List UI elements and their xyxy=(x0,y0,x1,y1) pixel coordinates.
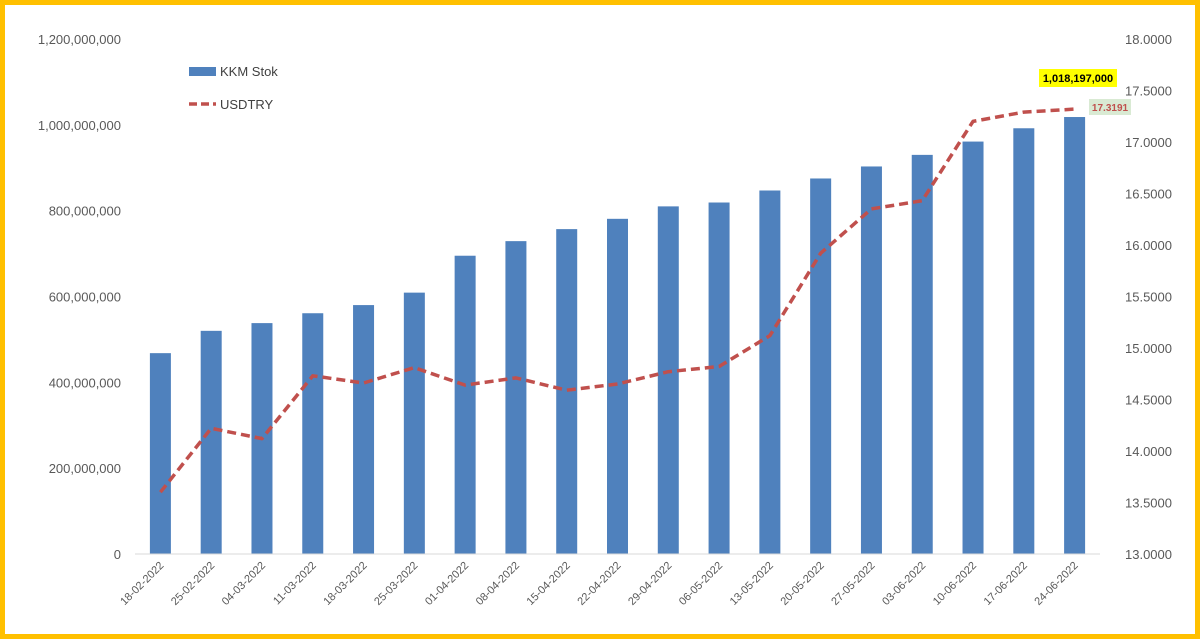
right-tick-label: 14.0000 xyxy=(1125,444,1172,459)
x-tick-label: 29-04-2022 xyxy=(626,560,674,608)
legend-swatch-kkm-stok xyxy=(189,67,216,76)
bar xyxy=(860,166,882,554)
x-tick-label: 01-04-2022 xyxy=(423,560,471,608)
kkm-stok-bars xyxy=(149,117,1086,554)
x-tick-label: 15-04-2022 xyxy=(525,560,573,608)
bar xyxy=(759,190,781,554)
x-tick-label: 18-02-2022 xyxy=(118,560,166,608)
bar xyxy=(708,202,730,554)
callout-line-bg xyxy=(1089,99,1131,115)
left-axis: 0 200,000,000 400,000,000 600,000,000 800,00… xyxy=(38,32,121,562)
x-tick-label: 20-05-2022 xyxy=(778,560,826,608)
x-tick-label: 11-03-2022 xyxy=(271,560,319,608)
bar xyxy=(403,292,425,554)
left-tick-label: 1,200,000,000 xyxy=(38,32,121,47)
right-tick-label: 13.5000 xyxy=(1125,496,1172,511)
right-tick-label: 18.0000 xyxy=(1125,32,1172,47)
left-tick-label: 800,000,000 xyxy=(49,204,121,219)
x-tick-label: 03-06-2022 xyxy=(880,560,928,608)
right-tick-label: 16.5000 xyxy=(1125,187,1172,202)
left-tick-label: 200,000,000 xyxy=(49,461,121,476)
right-tick-label: 17.0000 xyxy=(1125,135,1172,150)
legend-label-kkm-stok: KKM Stok xyxy=(220,64,278,79)
left-tick-label: 600,000,000 xyxy=(49,290,121,305)
callout-line-last: 17.3191 xyxy=(1089,99,1131,115)
bar xyxy=(505,241,527,554)
x-tick-label: 13-05-2022 xyxy=(728,560,776,608)
right-tick-label: 15.5000 xyxy=(1125,290,1172,305)
x-tick-label: 10-06-2022 xyxy=(931,560,979,608)
left-tick-label: 400,000,000 xyxy=(49,375,121,390)
x-tick-label: 25-03-2022 xyxy=(372,560,420,608)
x-tick-label: 08-04-2022 xyxy=(474,560,522,608)
right-tick-label: 17.5000 xyxy=(1125,84,1172,99)
x-tick-label: 17-06-2022 xyxy=(982,560,1030,608)
bar xyxy=(1013,128,1035,554)
x-tick-label: 25-02-2022 xyxy=(169,560,217,608)
usdtry-line xyxy=(159,107,1075,494)
right-axis: 13.0000 13.5000 14.0000 14.5000 15.0000 15.50… xyxy=(1125,32,1172,562)
legend: KKM Stok USDTRY xyxy=(189,64,278,112)
bar xyxy=(302,313,324,554)
bar xyxy=(1064,117,1086,554)
bar xyxy=(454,255,476,554)
left-tick-label: 1,000,000,000 xyxy=(38,118,121,133)
bar xyxy=(607,218,628,554)
x-tick-label: 22-04-2022 xyxy=(575,560,623,608)
bar xyxy=(200,330,222,554)
bar xyxy=(149,353,171,554)
bar xyxy=(657,206,679,554)
bar xyxy=(911,154,933,554)
left-tick-label: 0 xyxy=(114,547,121,562)
callout-bar-bg xyxy=(1039,69,1117,87)
right-tick-label: 13.0000 xyxy=(1125,547,1172,562)
x-tick-label: 06-05-2022 xyxy=(677,560,725,608)
chart: 0 200,000,000 400,000,000 600,000,000 800,00… xyxy=(38,32,1172,608)
x-tick-label: 18-03-2022 xyxy=(321,560,369,608)
callout-bar-value: 1,018,197,000 xyxy=(1043,73,1113,85)
x-axis: 18-02-2022 25-02-2022 04-03-2022 11-03-2022… xyxy=(118,560,1080,608)
right-tick-label: 14.5000 xyxy=(1125,393,1172,408)
bar xyxy=(556,229,578,554)
bar xyxy=(810,178,832,554)
bar xyxy=(962,141,984,554)
x-tick-label: 24-06-2022 xyxy=(1032,560,1080,608)
x-tick-label: 04-03-2022 xyxy=(220,560,268,608)
right-tick-label: 16.0000 xyxy=(1125,238,1172,253)
x-tick-label: 27-05-2022 xyxy=(829,560,877,608)
bar xyxy=(353,305,375,554)
callout-line-value: 17.3191 xyxy=(1092,103,1129,114)
legend-label-usdtry: USDTRY xyxy=(220,97,274,112)
callout-bar-last: 1,018,197,000 xyxy=(1039,69,1117,87)
right-tick-label: 15.0000 xyxy=(1125,341,1172,356)
